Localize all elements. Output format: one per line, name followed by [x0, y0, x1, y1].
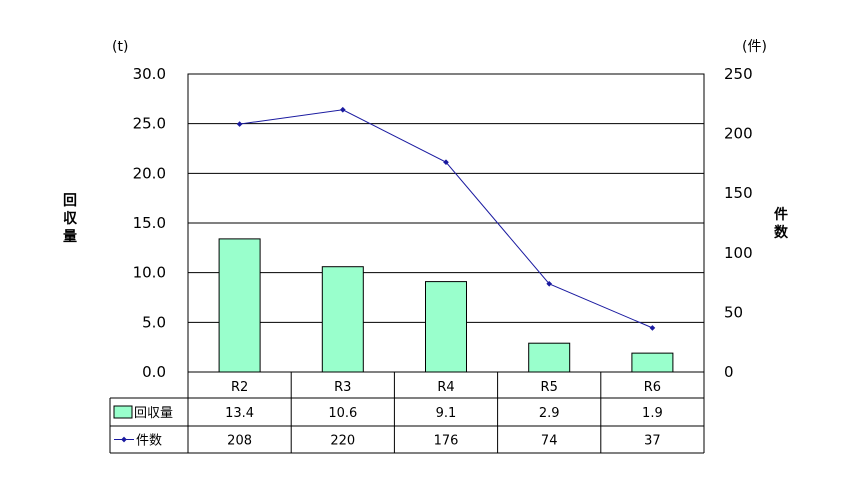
right-tick-label: 200: [724, 125, 753, 143]
left-axis-ticks: 0.0 5.0 10.0 15.0 20.0 25.0 30.0: [133, 65, 166, 381]
line-value-label: 176: [434, 434, 459, 449]
bar-value-label: 10.6: [328, 406, 357, 421]
bar: [528, 342, 571, 373]
left-axis-label-char: 回: [63, 193, 77, 209]
right-tick-label: 250: [724, 65, 753, 83]
bar: [631, 352, 674, 373]
line-value-label: 74: [541, 434, 558, 449]
plot-border: [187, 73, 705, 373]
left-axis-label: 回収量: [63, 193, 78, 245]
category-label: R5: [541, 380, 558, 395]
left-axis-unit: (t): [112, 39, 128, 55]
left-tick-label: 30.0: [133, 65, 166, 83]
bar-value-label: 2.9: [539, 406, 560, 421]
line-value-label: 37: [644, 434, 661, 449]
category-label: R2: [231, 380, 248, 395]
line-point: [236, 121, 243, 127]
right-tick-label: 100: [724, 244, 753, 262]
right-tick-label: 150: [724, 184, 753, 202]
line-point: [339, 106, 346, 113]
right-axis-unit: (件): [742, 39, 767, 55]
legend-line-name: 件数: [136, 434, 162, 449]
bar-value-label: 13.4: [225, 406, 254, 421]
left-axis-label-char: 収: [63, 210, 78, 227]
line-point: [649, 325, 656, 331]
line-point: [546, 280, 553, 287]
left-tick-label: 15.0: [133, 214, 166, 232]
line-series: [236, 106, 656, 331]
left-tick-label: 10.0: [133, 264, 166, 282]
bar-value-label: 9.1: [436, 406, 457, 421]
line-point: [443, 159, 449, 166]
category-label: R4: [437, 380, 454, 395]
right-axis-label-char: 件: [774, 206, 788, 223]
left-axis-label-char: 量: [63, 229, 77, 245]
bar-series: [218, 238, 674, 373]
category-label: R6: [644, 380, 661, 395]
bar-value-label: 1.9: [642, 406, 663, 421]
bar: [321, 266, 364, 373]
bar: [218, 238, 261, 373]
line-value-label: 220: [330, 434, 355, 449]
line-value-label: 208: [227, 434, 252, 449]
right-axis-ticks: 0 50 100 150 200 250: [724, 65, 753, 381]
right-tick-label: 50: [724, 303, 743, 321]
right-axis-label: 件数: [774, 206, 789, 241]
category-label: R3: [334, 380, 351, 395]
left-tick-label: 0.0: [142, 363, 166, 381]
left-tick-label: 5.0: [142, 313, 166, 331]
left-tick-label: 25.0: [133, 115, 166, 133]
right-tick-label: 0: [724, 363, 734, 381]
legend-line-marker: [121, 436, 127, 443]
plot-frame: [187, 73, 705, 373]
left-tick-label: 20.0: [133, 164, 166, 182]
legend-bar-swatch: [113, 405, 133, 419]
legend-bar-name: 回収量: [134, 406, 173, 421]
right-axis-label-char: 数: [774, 224, 789, 241]
bar: [425, 281, 467, 373]
